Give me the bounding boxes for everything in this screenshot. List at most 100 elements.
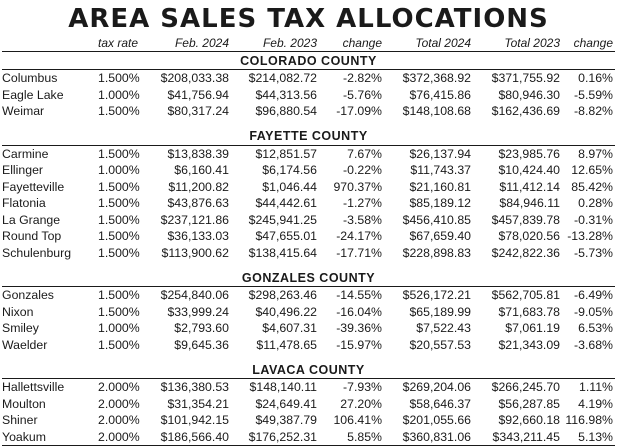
- cell-total-2023: $92,660.18: [498, 413, 560, 428]
- cell-tax-rate: 1.500%: [98, 179, 140, 194]
- cell-monthly-change: -3.58%: [343, 212, 382, 227]
- cell-total-2024: $11,743.37: [410, 163, 471, 178]
- cell-total-2024: $201,055.66: [402, 413, 471, 428]
- cell-monthly-change: 970.37%: [333, 179, 382, 194]
- cell-total-2023: $56,287.85: [498, 396, 560, 411]
- cell-total-change: 6.53%: [578, 321, 613, 336]
- county-header-row: LAVACA COUNTY: [2, 361, 615, 379]
- cell-total-2024: $65,189.99: [409, 304, 471, 319]
- cell-city: Fayetteville: [2, 179, 65, 194]
- cell-feb-2024: $6,160.41: [174, 163, 229, 178]
- table-row: La Grange 1.500% $237,121.86 $245,941.25 -3.…: [2, 212, 615, 229]
- cell-city: Eagle Lake: [2, 87, 64, 102]
- cell-total-change: 5.13%: [562, 428, 615, 446]
- cell-city: Nixon: [2, 304, 34, 319]
- cell-total-change: 116.98%: [565, 413, 613, 428]
- cell-total-2024: $20,557.53: [409, 337, 471, 352]
- sales-tax-table: tax rate Feb. 2024 Feb. 2023 change Tota…: [2, 34, 615, 446]
- cell-total-2023: $457,839.78: [491, 212, 560, 227]
- cell-feb-2024: $113,900.62: [161, 245, 229, 260]
- cell-feb-2023: $11,478.65: [256, 337, 317, 352]
- cell-feb-2023: $245,941.25: [248, 212, 317, 227]
- table-row: Moulton 2.000% $31,354.21 $24,649.41 27.20% $…: [2, 396, 615, 413]
- cell-tax-rate: 2.000%: [98, 396, 140, 411]
- cell-total-change: 0.28%: [578, 196, 613, 211]
- cell-monthly-change: 106.41%: [333, 413, 382, 428]
- cell-tax-rate: 1.500%: [98, 196, 140, 211]
- cell-feb-2024: $2,793.60: [174, 321, 229, 336]
- cell-feb-2023: $214,082.72: [248, 71, 317, 86]
- cell-total-2023: $84,946.11: [499, 196, 560, 211]
- cell-total-change: -5.59%: [574, 87, 613, 102]
- cell-feb-2024: $41,756.94: [167, 87, 229, 102]
- table-row: Eagle Lake 1.000% $41,756.94 $44,313.56 -5.7…: [2, 87, 615, 104]
- header-feb-2024: Feb. 2024: [144, 34, 231, 52]
- table-row: Gonzales 1.500% $254,840.06 $298,263.46 -14.…: [2, 287, 615, 304]
- table-row: Ellinger 1.000% $6,160.41 $6,174.56 -0.22% $1…: [2, 162, 615, 179]
- county-name: LAVACA COUNTY: [2, 361, 615, 379]
- cell-tax-rate: 1.500%: [98, 337, 140, 352]
- cell-tax-rate: 1.000%: [98, 163, 140, 178]
- cell-feb-2023: $1,046.44: [262, 179, 317, 194]
- cell-city: Gonzales: [2, 288, 54, 303]
- cell-tax-rate: 2.000%: [92, 428, 144, 446]
- table-row: Fayetteville 1.500% $11,200.82 $1,046.44 970…: [2, 179, 615, 196]
- cell-total-change: 4.19%: [578, 396, 613, 411]
- cell-total-change: 12.65%: [571, 163, 613, 178]
- cell-total-2024: $456,410.85: [402, 212, 471, 227]
- cell-monthly-change: 5.85%: [319, 428, 384, 446]
- cell-total-2023: $7,061.19: [505, 321, 560, 336]
- cell-total-2023: $371,755.92: [491, 71, 560, 86]
- cell-tax-rate: 2.000%: [98, 413, 140, 428]
- cell-feb-2023: $6,174.56: [262, 163, 317, 178]
- cell-total-2023: $11,412.14: [499, 179, 560, 194]
- cell-total-2024: $526,172.21: [402, 288, 471, 303]
- table-row: Schulenburg 1.500% $113,900.62 $138,415.64 -…: [2, 245, 615, 262]
- table-row: Waelder 1.500% $9,645.36 $11,478.65 -15.97% $…: [2, 337, 615, 354]
- cell-total-2024: $372,368.92: [402, 71, 471, 86]
- cell-monthly-change: 27.20%: [340, 396, 382, 411]
- cell-city: Round Top: [2, 229, 62, 244]
- cell-total-change: -9.05%: [574, 304, 613, 319]
- table-row: Flatonia 1.500% $43,876.63 $44,442.61 -1.27%…: [2, 195, 615, 212]
- cell-city: Flatonia: [2, 196, 46, 211]
- cell-total-2024: $58,646.37: [409, 396, 471, 411]
- cell-feb-2024: $43,876.63: [167, 196, 229, 211]
- cell-feb-2024: $11,200.82: [168, 179, 229, 194]
- cell-monthly-change: -15.97%: [336, 337, 382, 352]
- cell-monthly-change: -17.09%: [336, 104, 382, 119]
- cell-monthly-change: -39.36%: [336, 321, 382, 336]
- cell-total-2023: $10,424.40: [498, 163, 560, 178]
- cell-city: Columbus: [2, 71, 58, 86]
- cell-monthly-change: -16.04%: [336, 304, 382, 319]
- cell-total-2023: $21,343.09: [498, 337, 560, 352]
- cell-feb-2024: $33,999.24: [167, 304, 229, 319]
- cell-total-2024: $148,108.68: [402, 104, 471, 119]
- cell-feb-2023: $298,263.46: [248, 288, 317, 303]
- cell-total-2024: $21,160.81: [409, 179, 471, 194]
- cell-tax-rate: 1.500%: [98, 146, 140, 161]
- cell-total-2023: $23,985.76: [498, 146, 560, 161]
- cell-total-change: -6.49%: [574, 288, 613, 303]
- header-monthly-change: change: [319, 34, 384, 52]
- cell-feb-2024: $208,033.38: [160, 71, 229, 86]
- table-row: Smiley 1.000% $2,793.60 $4,607.31 -39.36% $7,…: [2, 320, 615, 337]
- cell-city: La Grange: [2, 212, 61, 227]
- section-spacer: [2, 353, 615, 361]
- cell-city: Yoakum: [2, 428, 92, 446]
- table-row: Yoakum 2.000% $186,566.40 $176,252.31 5.85% $…: [2, 428, 615, 446]
- section-spacer: [2, 120, 615, 128]
- cell-total-2023: $78,020.56: [498, 229, 560, 244]
- cell-city: Smiley: [2, 321, 39, 336]
- cell-city: Moulton: [2, 396, 46, 411]
- cell-total-change: 8.97%: [578, 146, 613, 161]
- cell-feb-2023: $24,649.41: [255, 396, 317, 411]
- cell-feb-2023: $4,607.31: [262, 321, 317, 336]
- cell-total-change: -5.73%: [574, 245, 613, 260]
- county-header-row: FAYETTE COUNTY: [2, 127, 615, 146]
- cell-feb-2023: $138,415.64: [248, 245, 317, 260]
- county-header-row: GONZALES COUNTY: [2, 269, 615, 287]
- cell-total-2024: $26,137.94: [409, 146, 471, 161]
- table-row: Round Top 1.500% $36,133.03 $47,655.01 -24.1…: [2, 228, 615, 245]
- cell-feb-2023: $40,496.22: [255, 304, 317, 319]
